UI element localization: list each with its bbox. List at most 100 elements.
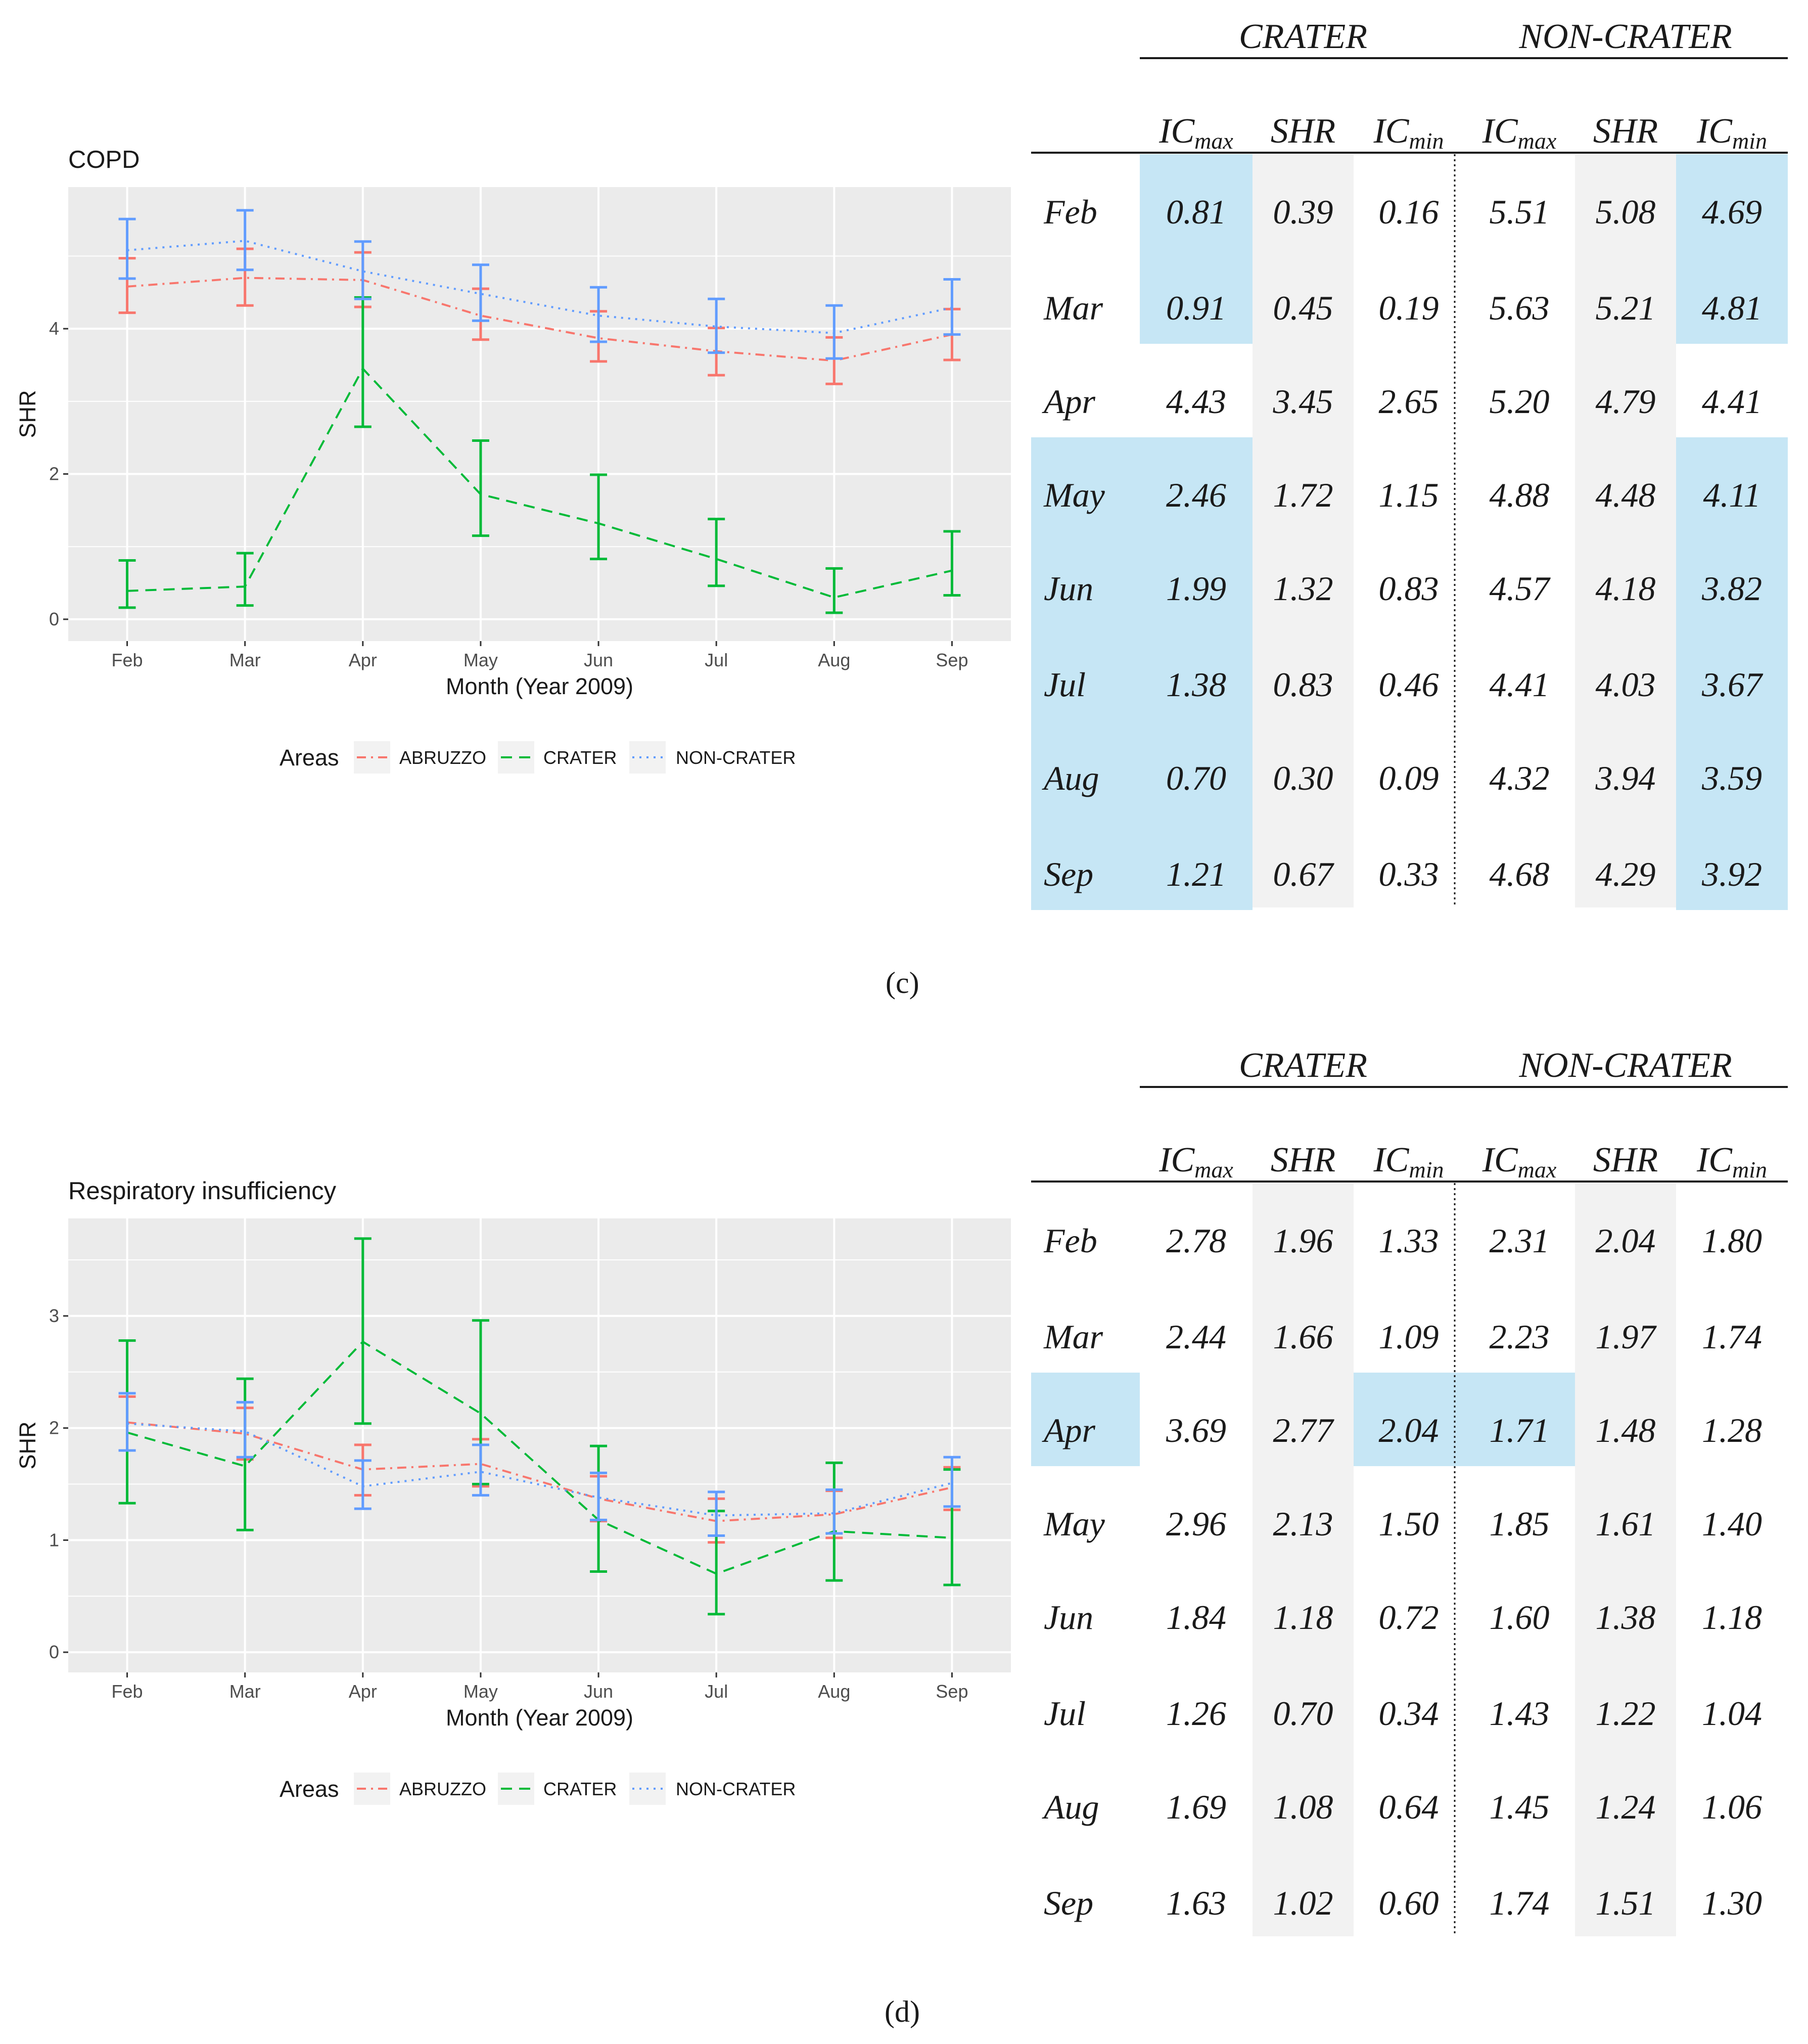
table-column-header: ICmax xyxy=(1158,1141,1233,1183)
table-cell: 2.78 xyxy=(1166,1221,1226,1260)
table-cell: 1.51 xyxy=(1596,1884,1656,1922)
table-highlight-cell xyxy=(1676,720,1788,814)
table-cell: 1.22 xyxy=(1596,1694,1656,1733)
plot-panel xyxy=(68,187,1011,641)
table-cell: 0.30 xyxy=(1273,759,1333,797)
table-highlight-cell xyxy=(1464,1373,1575,1466)
table-column-header: ICmax xyxy=(1482,112,1557,154)
table-cell: 1.66 xyxy=(1273,1318,1333,1356)
table-cell: 2.13 xyxy=(1273,1505,1333,1543)
table-cell: 0.09 xyxy=(1379,759,1439,797)
table-column-header: ICmin xyxy=(1373,112,1444,154)
table-cell: 1.08 xyxy=(1273,1788,1333,1826)
table-cell: 1.18 xyxy=(1273,1598,1333,1637)
table-row-month: Jul xyxy=(1044,1694,1086,1733)
table-cell: 2.04 xyxy=(1596,1221,1656,1260)
table-highlight-cell xyxy=(1140,814,1253,910)
x-axis-label: Month (Year 2009) xyxy=(446,1705,633,1731)
table-highlight-cell xyxy=(1031,814,1140,910)
table-gray-column xyxy=(1253,154,1354,907)
table-cell: 4.88 xyxy=(1490,476,1550,514)
table-highlight-cell xyxy=(1031,1373,1140,1466)
table-cell: 1.40 xyxy=(1702,1505,1762,1543)
plot-panel xyxy=(68,1218,1011,1672)
x-tick-label: Apr xyxy=(349,1681,377,1702)
table-highlight-cell xyxy=(1676,624,1788,720)
table-cell: 1.48 xyxy=(1596,1411,1656,1449)
table-cell: 2.04 xyxy=(1379,1411,1439,1449)
table-cell: 0.39 xyxy=(1273,193,1333,231)
table-cell: 1.74 xyxy=(1490,1884,1550,1922)
table-cell: 0.19 xyxy=(1379,289,1439,327)
y-tick-label: 3 xyxy=(49,1305,59,1326)
y-tick-label: 1 xyxy=(49,1529,59,1550)
table-cell: 1.32 xyxy=(1273,569,1333,608)
x-tick-label: Apr xyxy=(349,650,377,670)
table-highlight-cell xyxy=(1031,624,1140,720)
legend-title: Areas xyxy=(280,1776,339,1802)
chart-title: Respiratory insufficiency xyxy=(68,1177,337,1205)
x-tick-label: Jun xyxy=(584,650,613,670)
x-tick-label: Aug xyxy=(818,650,850,670)
table-cell: 5.63 xyxy=(1490,289,1550,327)
table-cell: 5.20 xyxy=(1490,382,1550,421)
table-cell: 1.74 xyxy=(1702,1318,1762,1356)
table-cell: 1.21 xyxy=(1166,855,1226,893)
table-row-month: Jun xyxy=(1044,569,1093,608)
table-cell: 1.80 xyxy=(1702,1221,1762,1260)
table-highlight-cell xyxy=(1354,1373,1464,1466)
table-row-month: Sep xyxy=(1044,1884,1093,1922)
legend-label-noncrater: NON-CRATER xyxy=(676,1779,796,1799)
abruzzo-line xyxy=(127,277,952,362)
table-column-header: SHR xyxy=(1271,1141,1335,1179)
table-highlight-cell xyxy=(1140,624,1253,720)
x-tick-label: May xyxy=(463,1681,498,1702)
table-cell: 0.70 xyxy=(1273,1694,1333,1733)
table-cell: 3.94 xyxy=(1595,759,1656,797)
table-cell: 2.77 xyxy=(1273,1411,1335,1449)
x-tick-label: Mar xyxy=(229,1681,261,1702)
table-row-month: Feb xyxy=(1043,193,1097,231)
table-row-month: Aug xyxy=(1042,1788,1099,1826)
table-cell: 3.45 xyxy=(1273,382,1333,421)
x-tick-label: Jul xyxy=(705,650,728,670)
table-cell: 1.06 xyxy=(1702,1788,1762,1826)
table-column-header: ICmin xyxy=(1696,1141,1767,1183)
table-column-header: SHR xyxy=(1593,112,1658,151)
table-row-month: Sep xyxy=(1044,855,1093,893)
table-row-month: Mar xyxy=(1043,289,1103,327)
x-tick-label: Sep xyxy=(936,650,968,670)
table-row-month: Jun xyxy=(1044,1598,1093,1637)
table-row-month: Feb xyxy=(1043,1221,1097,1260)
table-row-month: Mar xyxy=(1043,1318,1103,1356)
table-cell: 0.46 xyxy=(1379,665,1439,704)
table-cell: 0.81 xyxy=(1166,193,1226,231)
table-highlight-cell xyxy=(1676,154,1788,248)
caption-d: (d) xyxy=(885,1995,920,2028)
table-cell: 0.34 xyxy=(1379,1694,1439,1733)
table-cell: 1.43 xyxy=(1490,1694,1550,1733)
table-highlight-cell xyxy=(1676,248,1788,344)
table-cell: 4.32 xyxy=(1490,759,1550,797)
table-cell: 1.72 xyxy=(1273,476,1333,514)
respiratory-chart: Respiratory insufficiency 0 1 2 3 Feb Mar Apr Ma… xyxy=(15,1177,1011,1805)
x-tick-label: Mar xyxy=(229,650,261,670)
table-cell: 3.67 xyxy=(1701,665,1764,704)
legend-label-abruzzo: ABRUZZO xyxy=(399,1779,486,1799)
table-cell: 3.92 xyxy=(1701,855,1762,893)
legend-label-noncrater: NON-CRATER xyxy=(676,747,796,768)
x-tick-label: Jul xyxy=(705,1681,728,1702)
table-cell: 1.96 xyxy=(1273,1221,1333,1260)
y-tick-label: 0 xyxy=(49,609,59,629)
table-cell: 1.71 xyxy=(1490,1411,1550,1449)
table-row-month: Apr xyxy=(1042,1411,1096,1449)
abruzzo-series xyxy=(118,247,961,385)
table-cell: 0.64 xyxy=(1379,1788,1439,1826)
crater-series xyxy=(118,296,961,614)
noncrater-series xyxy=(118,209,961,360)
table-group-crater: CRATER xyxy=(1239,1046,1367,1085)
y-axis-label: SHR xyxy=(15,1421,40,1469)
table-cell: 1.45 xyxy=(1490,1788,1550,1826)
chart-title: COPD xyxy=(68,146,140,173)
table-column-header: ICmax xyxy=(1158,112,1233,154)
